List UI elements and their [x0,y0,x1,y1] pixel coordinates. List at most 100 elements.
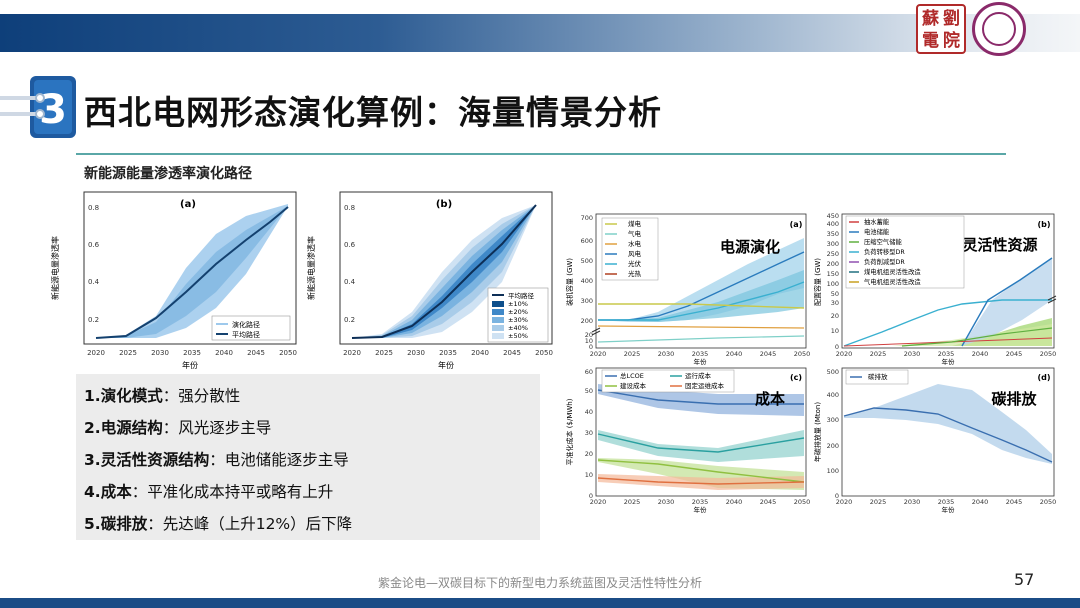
x-tick: 2040 [972,350,989,358]
y-tick: 0.4 [88,278,100,286]
x-axis-label: 年份 [942,357,956,366]
x-tick: 2045 [760,498,777,506]
y-tick: 200 [827,442,839,450]
chart-label: 碳排放 [991,390,1037,408]
x-axis-label: 年份 [182,360,198,370]
y-tick: 200 [581,317,593,325]
y-tick: 300 [827,240,839,248]
x-axis-label: 年份 [694,505,708,514]
y-axis-label: 配置容量 (GW) [813,258,822,306]
carbon-emission-chart: (d) 碳排放 0 100 200 300 400 500 2020 2025 … [813,367,1057,514]
legend-label: 抽水蓄能 [864,217,890,226]
panel-tag: (d) [1037,373,1050,382]
panel-tag: (b) [436,199,452,210]
x-tick: 2025 [870,498,887,506]
list-item: 3.灵活性资源结构：电池储能逐步主导 [84,448,349,470]
list-item-number: 4. [84,483,101,501]
flexibility-resources-chart: (b) 灵活性资源 50 100 150 200 250 300 350 400… [813,212,1056,366]
y-tick: 0.6 [88,241,100,249]
y-tick: 0.2 [344,316,355,324]
x-tick: 2035 [692,350,709,358]
y-tick: 0.8 [344,204,355,212]
y-axis-label: 装机容量 (GW) [565,258,574,306]
legend-label: 总LCOE [620,371,644,380]
legend-label: 演化路径 [232,320,260,329]
x-axis-label: 年份 [438,360,454,370]
y-tick: 100 [827,467,839,475]
legend-label: ±40% [508,324,528,332]
list-item-head: 灵活性资源结构 [100,451,210,469]
list-item: 4.成本：平准化成本持平或略有上升 [84,480,333,502]
x-tick: 2035 [439,349,457,357]
x-tick: 2035 [938,350,955,358]
y-tick: 10 [585,337,593,345]
legend-label: 煤电机组灵活性改造 [864,267,921,276]
y-tick: 20 [585,450,593,458]
y-tick: 600 [581,237,593,245]
legend-label: 平均路径 [508,291,535,300]
y-tick: 700 [581,214,593,222]
x-tick: 2030 [151,349,169,357]
x-tick: 2030 [658,498,675,506]
x-tick: 2050 [1040,498,1057,506]
legend-label: 水电 [628,239,642,248]
y-tick: 20 [585,331,593,339]
x-tick: 2025 [375,349,393,357]
legend-label: 运行成本 [685,371,712,380]
x-tick: 2020 [836,498,853,506]
x-tick: 2035 [938,498,955,506]
x-tick: 2050 [794,498,811,506]
list-item-head: 演化模式 [100,387,163,405]
generation-capacity-chart: (a) 电源演化 200 300 400 500 600 700 0 10 20… [565,213,811,366]
x-tick: 2020 [590,498,607,506]
legend-label: 负荷转移型DR [864,247,905,256]
legend-label: 光热 [628,269,642,278]
x-tick: 2030 [658,350,675,358]
list-item-number: 1. [84,387,101,405]
x-tick: 2045 [247,349,265,357]
y-tick: 300 [827,416,839,424]
title-divider [76,153,1006,155]
y-tick: 450 [827,212,839,220]
chart-label: 灵活性资源 [962,236,1037,254]
y-axis-label: 新能源电量渗透率 [50,236,60,300]
y-axis-label: 年碳排放量 (Mton) [813,402,822,462]
logo-char: 院 [943,31,960,51]
y-tick: 350 [827,230,839,238]
bottom-bar [0,598,1080,608]
summary-list: 1.演化模式：强分散性 2.电源结构：风光逐步主导 3.灵活性资源结构：电池储能… [76,374,540,540]
y-tick: 50 [585,387,593,395]
legend-label: 固定运维成本 [685,381,725,390]
section-number-badge: 3 [0,76,76,138]
legend-label: 电池储能 [864,227,890,236]
y-tick: 10 [831,327,839,335]
penetration-paths-chart: (a) 0.2 0.4 0.6 0.8 2020 2025 2030 2035 … [50,191,297,370]
x-tick: 2050 [535,349,553,357]
x-tick: 2050 [794,350,811,358]
legend-label: 气电 [628,229,642,238]
x-tick: 2030 [904,350,921,358]
legend-label: ±10% [508,300,528,308]
x-axis-label: 年份 [942,505,956,514]
chart-label: 成本 [755,390,785,408]
x-axis-label: 年份 [694,357,708,366]
legend-label: ±30% [508,316,528,324]
list-item: 2.电源结构：风光逐步主导 [84,416,271,438]
panel-tag: (a) [180,199,196,210]
y-tick: 0 [589,343,593,351]
legend-label: 负荷削减型DR [864,257,905,266]
y-tick: 30 [831,299,839,307]
list-item: 1.演化模式：强分散性 [84,384,240,406]
school-seal-logo: 蘇 劉 電 院 [916,4,966,54]
x-tick: 2050 [279,349,297,357]
legend-label: 光伏 [628,259,642,268]
x-tick: 2025 [119,349,137,357]
x-tick: 2020 [343,349,361,357]
x-tick: 2025 [870,350,887,358]
y-tick: 10 [585,471,593,479]
list-item-text: ：电池储能逐步主导 [209,451,349,469]
penetration-confidence-chart: (b) 0.2 0.4 0.6 0.8 2020 2025 2030 2035 … [306,191,553,370]
x-tick: 2040 [215,349,233,357]
y-tick: 100 [827,280,839,288]
x-tick: 2035 [692,498,709,506]
